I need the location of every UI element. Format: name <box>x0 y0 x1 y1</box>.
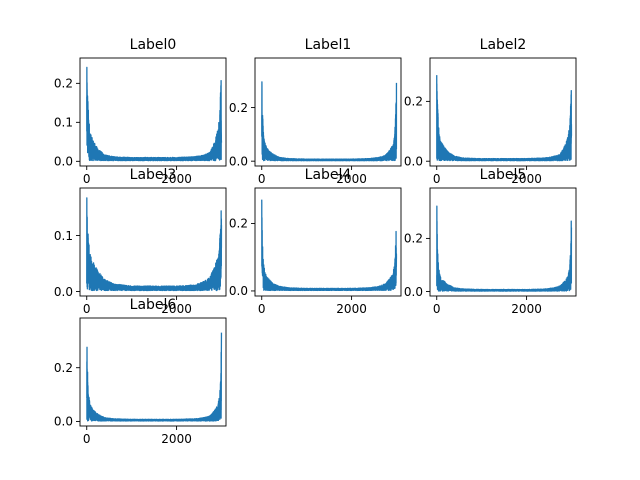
y-tick-label: 0.2 <box>54 361 73 375</box>
x-tick-label: 2000 <box>511 302 542 316</box>
y-tick-label: 0.0 <box>404 285 423 299</box>
axes-frame <box>79 317 227 427</box>
x-tick-label: 0 <box>83 172 91 186</box>
subplot-3: 0 2000 0.0 0.1 Label3 <box>54 167 227 316</box>
x-tick-label: 0 <box>83 432 91 446</box>
y-tick-label: 0.1 <box>54 116 73 130</box>
y-tick-label: 0.1 <box>54 229 73 243</box>
subplot-title: Label2 <box>480 37 527 53</box>
y-tick-label: 0.2 <box>54 77 73 91</box>
x-tick-label: 0 <box>433 302 441 316</box>
x-tick-label: 2000 <box>161 302 192 316</box>
subplot-1: 0 2000 0.0 0.2 Label1 <box>229 37 402 186</box>
subplot-title: Label0 <box>130 37 177 53</box>
subplot-0: 0 2000 0.0 0.1 0.2 Label0 <box>54 37 227 186</box>
x-tick-label: 2000 <box>336 172 367 186</box>
series-line <box>261 199 398 292</box>
y-tick-label: 0.2 <box>229 217 248 231</box>
y-tick-label: 0.0 <box>404 155 423 169</box>
x-tick-label: 2000 <box>336 302 367 316</box>
series-line <box>86 332 223 422</box>
series-line <box>86 197 223 292</box>
subplot-title: Label6 <box>130 297 177 313</box>
x-tick-label: 0 <box>258 302 266 316</box>
subplot-5: 0 2000 0.0 0.2 Label5 <box>404 167 577 316</box>
y-tick-label: 0.0 <box>229 154 248 168</box>
subplot-title: Label4 <box>305 167 352 183</box>
series-line <box>261 81 398 162</box>
x-tick-label: 0 <box>258 172 266 186</box>
y-tick-label: 0.2 <box>404 232 423 246</box>
y-tick-label: 0.0 <box>54 285 73 299</box>
y-tick-label: 0.0 <box>54 155 73 169</box>
x-tick-label: 2000 <box>161 432 192 446</box>
axes-frame <box>429 187 577 297</box>
y-tick-label: 0.2 <box>229 101 248 115</box>
series-line <box>436 205 573 292</box>
axes-frame <box>79 57 227 167</box>
y-tick-label: 0.0 <box>229 284 248 298</box>
x-tick-label: 0 <box>433 172 441 186</box>
subplot-2: 0 2000 0.0 0.2 Label2 <box>404 37 577 186</box>
subplot-title: Label3 <box>130 167 177 183</box>
subplot-4: 0 2000 0.0 0.2 Label4 <box>229 167 402 316</box>
axes-frame <box>254 57 402 167</box>
axes-frame <box>79 187 227 297</box>
x-tick-label: 2000 <box>161 172 192 186</box>
subplot-title: Label1 <box>305 37 352 53</box>
series-line <box>436 75 573 162</box>
subplot-6: 0 2000 0.0 0.2 Label6 <box>54 297 227 446</box>
x-tick-label: 0 <box>83 302 91 316</box>
axes-frame <box>254 187 402 297</box>
axes-frame <box>429 57 577 167</box>
y-tick-label: 0.0 <box>54 415 73 429</box>
subplot-title: Label5 <box>480 167 527 183</box>
series-line <box>86 66 223 162</box>
x-tick-label: 2000 <box>511 172 542 186</box>
y-tick-label: 0.2 <box>404 95 423 109</box>
